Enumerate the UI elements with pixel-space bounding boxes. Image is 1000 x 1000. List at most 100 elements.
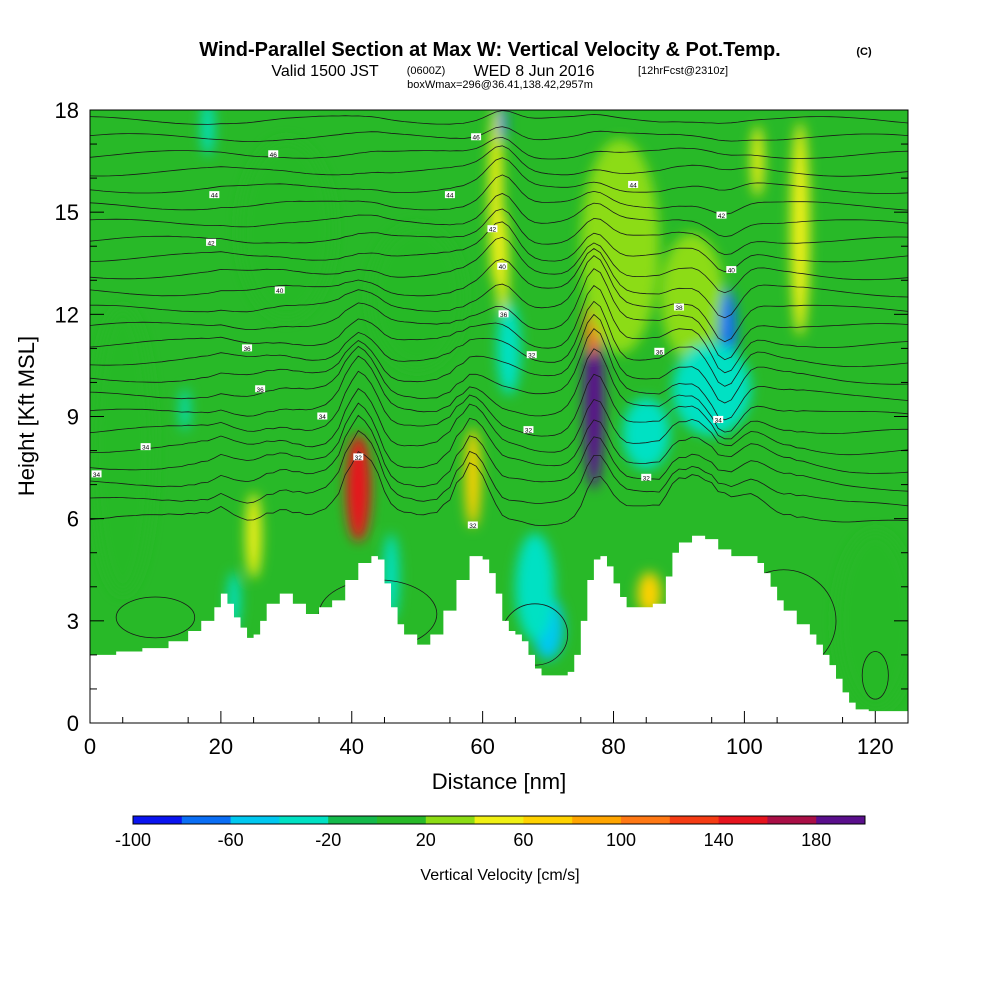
contour-label-bg (353, 453, 364, 461)
colorbar-segment (621, 816, 671, 824)
colorbar-tick-label: 140 (704, 830, 734, 850)
x-axis-label: Distance [nm] (432, 769, 567, 794)
contour-label-bg (628, 180, 639, 188)
velocity-cell-0 (345, 434, 371, 542)
theta-contour-line (90, 136, 908, 160)
colorbar-segment (474, 816, 524, 824)
colorbar-tick-label: 60 (513, 830, 533, 850)
contour-label: 32 (525, 428, 533, 435)
y-tick-label: 0 (67, 711, 79, 736)
theta-contour-line (90, 348, 908, 433)
colorbar: -100 -60 -20 20 60 100 140 180 (115, 815, 866, 850)
theta-contour-loop (861, 651, 889, 700)
velocity-cell-14 (622, 397, 670, 470)
theta-contour-line (90, 430, 908, 507)
x-tick-label: 100 (726, 734, 763, 759)
velocity-cell-9 (751, 125, 764, 197)
theta-contour-line (90, 328, 908, 421)
y-axis-label: Height [Kft MSL] (14, 336, 39, 496)
contour-label: 38 (675, 305, 683, 312)
contour-label-bg (523, 426, 534, 434)
velocity-cell-24 (370, 225, 465, 369)
contour-label: 32 (469, 523, 477, 530)
chart-subtitle-forecast: [12hrFcst@2310z] (638, 65, 728, 77)
contour-label-bg (526, 351, 537, 359)
terrain (90, 535, 908, 723)
theta-contour-line (90, 126, 908, 142)
velocity-cell-11 (660, 232, 724, 362)
contour-label-bg (654, 347, 665, 355)
y-tick-label: 3 (67, 609, 79, 634)
contour-label: 36 (656, 349, 664, 356)
contour-label: 46 (270, 152, 278, 159)
velocity-cell-1 (245, 492, 262, 579)
colorbar-segment (767, 816, 817, 824)
colorbar-tick-label: 100 (606, 830, 636, 850)
velocity-cell-16 (515, 533, 555, 641)
theta-contour-line (90, 110, 908, 125)
colorbar-segment (425, 816, 476, 824)
contour-label-bg (317, 412, 328, 420)
contour-label-bg (140, 443, 151, 451)
theta-contour-labels: 34 34 36 34 32 36 40 42 44 46 44 46 42 40 36 32 32 32 44 42… (91, 133, 737, 530)
theta-contour-loop (115, 596, 196, 639)
contour-label-bg (255, 385, 266, 393)
theta-contour-line (90, 157, 908, 195)
contour-label-bg (268, 150, 279, 158)
contour-label: 42 (207, 240, 215, 247)
velocity-cell-25 (836, 531, 908, 711)
velocity-cell-26 (239, 139, 334, 319)
colorbar-segment (328, 816, 378, 824)
theta-contour-line (90, 255, 908, 343)
colorbar-tick-label: -60 (218, 830, 244, 850)
theta-contour-line (90, 313, 908, 404)
theta-contour-line (90, 388, 908, 456)
colorbar-tick-label: -20 (315, 830, 341, 850)
y-tick-label: 9 (67, 405, 79, 430)
velocity-cell-22 (498, 110, 507, 142)
contour-label: 36 (243, 346, 251, 353)
colorbar-tick-label: 180 (801, 830, 831, 850)
contour-label: 34 (93, 472, 101, 479)
contour-label: 40 (728, 268, 736, 275)
contour-label: 46 (472, 135, 480, 142)
contour-label: 40 (499, 264, 507, 271)
contour-label-bg (673, 303, 684, 311)
chart-title-mark: (C) (856, 46, 872, 58)
velocity-cell-19 (180, 388, 190, 432)
chart-subtitle-utc: (0600Z) (407, 65, 446, 77)
x-tick-label: 120 (857, 734, 894, 759)
y-tick-label: 12 (55, 302, 79, 327)
colorbar-segment (279, 816, 329, 824)
theta-contour-line (90, 414, 908, 492)
x-tick-label: 80 (601, 734, 625, 759)
theta-contour-line (90, 145, 908, 177)
contour-label-bg (471, 133, 482, 141)
theta-contour-line (90, 370, 908, 440)
contour-label: 36 (500, 312, 508, 319)
velocity-cell-23 (91, 307, 155, 594)
theta-contour-line (90, 451, 908, 527)
theta-contour-line (90, 285, 908, 374)
colorbar-label: Vertical Velocity [cm/s] (420, 867, 579, 884)
colorbar-segment (816, 816, 866, 824)
colorbar-segment (181, 816, 232, 824)
colorbar-segment (523, 816, 573, 824)
contour-label-bg (726, 266, 737, 274)
colorbar-frame (132, 815, 866, 825)
colorbar-segment (133, 816, 183, 824)
contour-label-bg (641, 473, 652, 481)
contour-label: 34 (319, 414, 327, 421)
contour-label-bg (498, 310, 509, 318)
contour-label: 36 (257, 387, 265, 394)
chart-title: Wind-Parallel Section at Max W: Vertical… (199, 39, 780, 61)
velocity-cell-10 (580, 138, 660, 354)
theta-contour-line (90, 236, 908, 294)
x-tick-label: 20 (209, 734, 233, 759)
contour-label: 34 (142, 445, 150, 452)
colorbar-segment (718, 816, 768, 824)
velocity-cell-21 (201, 110, 215, 156)
contour-label-bg (242, 344, 253, 352)
